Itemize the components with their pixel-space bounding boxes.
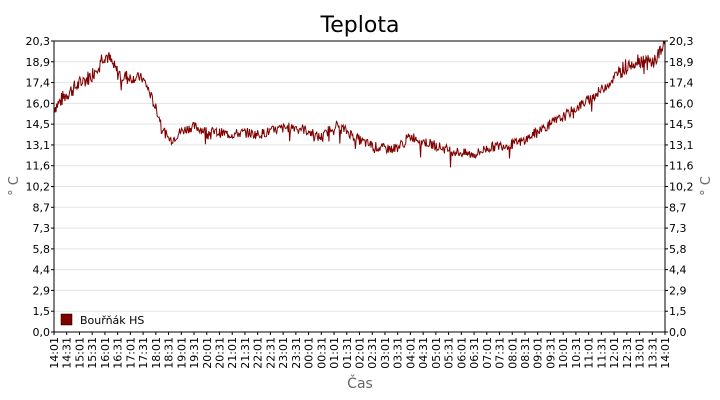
x-tick-label: 00:31 xyxy=(315,337,328,369)
y-tick-label: 8,7 xyxy=(669,201,687,214)
y-tick-label: 5,8 xyxy=(33,243,51,256)
x-tick-label: 08:01 xyxy=(506,337,519,369)
x-tick-label: 19:01 xyxy=(175,337,188,369)
y-tick-label: 5,8 xyxy=(669,243,687,256)
x-tick-label: 16:01 xyxy=(99,337,112,369)
y-tick-label: 0,0 xyxy=(33,326,51,339)
y-tick-label: 17,4 xyxy=(669,77,694,90)
x-tick-label: 15:31 xyxy=(86,337,99,369)
x-tick-label: 07:31 xyxy=(494,337,507,369)
x-tick-label: 07:01 xyxy=(481,337,494,369)
x-tick-label: 02:31 xyxy=(366,337,379,369)
x-axis-label: Čas xyxy=(347,374,373,392)
y-tick-label: 7,3 xyxy=(33,222,51,235)
x-tick-label: 03:31 xyxy=(392,337,405,369)
x-tick-label: 18:31 xyxy=(163,337,176,369)
x-tick-label: 12:01 xyxy=(608,337,621,369)
y-tick-label: 1,5 xyxy=(669,305,687,318)
y-tick-label: 4,4 xyxy=(33,264,51,277)
x-tick-label: 01:31 xyxy=(341,337,354,369)
y-tick-label: 13,1 xyxy=(669,139,694,152)
x-tick-label: 04:01 xyxy=(404,337,417,369)
y-tick-label: 2,9 xyxy=(33,284,51,297)
series-line xyxy=(53,40,666,168)
y-tick-label: 18,9 xyxy=(26,56,51,69)
x-tick-label: 23:31 xyxy=(290,337,303,369)
legend-label: Bouřňák HS xyxy=(80,314,144,327)
x-tick-label: 14:31 xyxy=(61,337,74,369)
y-tick-label: 4,4 xyxy=(669,264,687,277)
x-tick-label: 19:31 xyxy=(188,337,201,369)
x-tick-label: 21:31 xyxy=(239,337,252,369)
x-tick-label: 20:01 xyxy=(201,337,214,369)
plot-frame xyxy=(53,40,666,333)
y-axis-left: 0,0 1,5 2,9 4,4 5,8 7,3 8,7 10,2 11,6 13,1 14,5 16,… xyxy=(26,35,54,339)
x-tick-label: 13:01 xyxy=(634,337,647,369)
x-tick-label: 22:31 xyxy=(264,337,277,369)
y-tick-label: 10,2 xyxy=(26,181,51,194)
x-axis: 14:01 14:31 15:01 15:31 16:01 16:31 17:01 17:31… xyxy=(48,332,672,369)
y-axis-label-right: ° C xyxy=(699,176,714,196)
y-tick-label: 16,0 xyxy=(669,97,694,110)
y-tick-label: 14,5 xyxy=(26,118,51,131)
x-tick-label: 11:31 xyxy=(595,337,608,369)
x-tick-label: 15:01 xyxy=(73,337,86,369)
x-tick-label: 00:01 xyxy=(303,337,316,369)
y-tick-label: 17,4 xyxy=(26,77,51,90)
y-tick-label: 18,9 xyxy=(669,56,694,69)
series-layer xyxy=(53,40,666,168)
x-tick-label: 08:31 xyxy=(519,337,532,369)
x-tick-label: 02:01 xyxy=(354,337,367,369)
x-tick-label: 18:01 xyxy=(150,337,163,369)
x-tick-label: 06:31 xyxy=(468,337,481,369)
y-tick-label: 20,3 xyxy=(669,35,694,48)
y-tick-label: 0,0 xyxy=(669,326,687,339)
legend: Bouřňák HS xyxy=(60,313,144,327)
x-tick-label: 10:01 xyxy=(557,337,570,369)
y-tick-label: 2,9 xyxy=(669,284,687,297)
x-tick-label: 23:01 xyxy=(277,337,290,369)
legend-swatch xyxy=(60,313,73,326)
x-tick-label: 11:01 xyxy=(583,337,596,369)
y-axis-label-left: ° C xyxy=(7,176,22,196)
x-tick-label: 14:01 xyxy=(659,337,672,369)
y-tick-label: 13,1 xyxy=(26,139,51,152)
x-tick-label: 16:31 xyxy=(112,337,125,369)
x-tick-label: 04:31 xyxy=(417,337,430,369)
x-tick-label: 10:31 xyxy=(570,337,583,369)
x-tick-label: 17:01 xyxy=(124,337,137,369)
y-tick-label: 1,5 xyxy=(33,305,51,318)
x-tick-label: 06:01 xyxy=(455,337,468,369)
x-tick-label: 17:31 xyxy=(137,337,150,369)
x-tick-label: 05:01 xyxy=(430,337,443,369)
x-tick-label: 13:31 xyxy=(646,337,659,369)
y-tick-label: 20,3 xyxy=(26,35,51,48)
chart-title: Teplota xyxy=(320,13,400,38)
y-tick-label: 11,6 xyxy=(669,160,694,173)
y-tick-label: 10,2 xyxy=(669,181,694,194)
x-tick-label: 03:01 xyxy=(379,337,392,369)
grid-lines xyxy=(54,40,665,333)
y-tick-label: 11,6 xyxy=(26,160,51,173)
y-tick-label: 16,0 xyxy=(26,97,51,110)
x-tick-label: 22:01 xyxy=(252,337,265,369)
x-tick-label: 09:31 xyxy=(544,337,557,369)
x-tick-label: 14:01 xyxy=(48,337,61,369)
y-axis-right: 0,0 1,5 2,9 4,4 5,8 7,3 8,7 10,2 11,6 13,1 14,5 16,… xyxy=(665,35,694,339)
x-tick-label: 20:31 xyxy=(213,337,226,369)
x-tick-label: 12:31 xyxy=(621,337,634,369)
x-tick-label: 21:01 xyxy=(226,337,239,369)
y-tick-label: 14,5 xyxy=(669,118,694,131)
y-tick-label: 8,7 xyxy=(33,201,51,214)
y-tick-label: 7,3 xyxy=(669,222,687,235)
x-tick-label: 01:01 xyxy=(328,337,341,369)
x-tick-label: 09:01 xyxy=(532,337,545,369)
x-tick-label: 05:31 xyxy=(443,337,456,369)
